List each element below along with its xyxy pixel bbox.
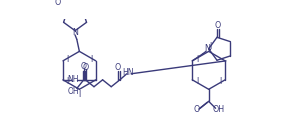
Text: N: N — [72, 28, 78, 37]
Text: I: I — [196, 55, 199, 64]
Text: I: I — [219, 77, 221, 86]
Text: O: O — [215, 21, 221, 30]
Text: I: I — [209, 42, 212, 51]
Text: NH: NH — [67, 75, 79, 84]
Text: O: O — [81, 62, 87, 71]
Text: O: O — [194, 105, 200, 114]
Text: I: I — [66, 77, 68, 86]
Text: OH: OH — [213, 105, 225, 114]
Text: I: I — [196, 77, 199, 86]
Text: I: I — [78, 90, 80, 99]
Text: O: O — [115, 63, 121, 72]
Text: HN: HN — [123, 68, 134, 77]
Text: N: N — [204, 44, 210, 53]
Text: O: O — [82, 63, 88, 72]
Text: O: O — [54, 0, 61, 7]
Text: I: I — [90, 55, 93, 64]
Text: OH: OH — [67, 87, 79, 96]
Text: I: I — [66, 55, 68, 64]
